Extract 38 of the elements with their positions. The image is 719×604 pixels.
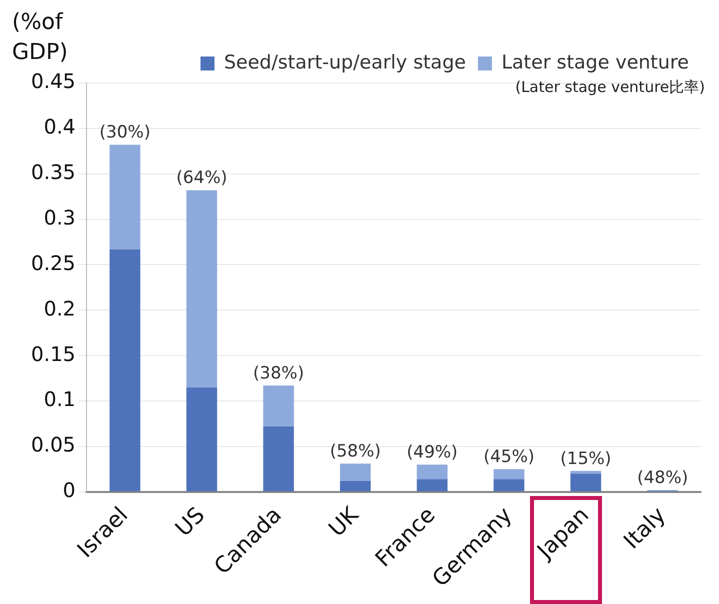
y-tick-label: 0.45: [31, 69, 76, 94]
annotation: (58%): [330, 442, 381, 462]
y-tick-label: 0.35: [31, 160, 76, 184]
annotation: (49%): [406, 442, 458, 462]
annotation: (48%): [637, 468, 688, 488]
bar: [340, 480, 371, 492]
y-tick-label: 0.3: [44, 205, 76, 230]
y-axis-title: (%of GDP): [12, 9, 69, 67]
bar: [263, 426, 294, 492]
bar: [110, 249, 140, 492]
legend-label: Later stage venture: [501, 51, 690, 74]
y-tick-label: 0.4: [44, 114, 76, 139]
bar: [263, 386, 294, 426]
y-tick-label: 0.1: [44, 387, 76, 412]
annotation: (Later stage venture比率): [515, 78, 705, 97]
y-tick-label: 0.15: [31, 342, 76, 366]
bar: [186, 387, 218, 492]
x-tick-label: UK: [324, 502, 364, 542]
annotation: (15%): [560, 448, 612, 469]
y-tick-label: 0.05: [31, 432, 76, 457]
bar: [494, 479, 524, 492]
annotation: (30%): [99, 122, 150, 143]
y-tick-label: 0: [62, 478, 76, 502]
bar: [416, 479, 448, 492]
annotation: (64%): [176, 168, 228, 188]
bar: [494, 469, 524, 480]
bar: [416, 464, 448, 480]
legend-label: Seed/start-up/early stage: [224, 51, 466, 74]
bar: [186, 190, 218, 388]
y-tick-label: 0.2: [44, 296, 76, 320]
bar: [110, 144, 140, 250]
annotation: (38%): [253, 363, 304, 384]
bar: [570, 470, 602, 474]
bar: [340, 464, 371, 481]
bar: [570, 474, 602, 492]
y-tick-label: 0.25: [31, 250, 76, 275]
annotation: (45%): [483, 447, 535, 468]
x-tick-label: US: [171, 502, 210, 542]
